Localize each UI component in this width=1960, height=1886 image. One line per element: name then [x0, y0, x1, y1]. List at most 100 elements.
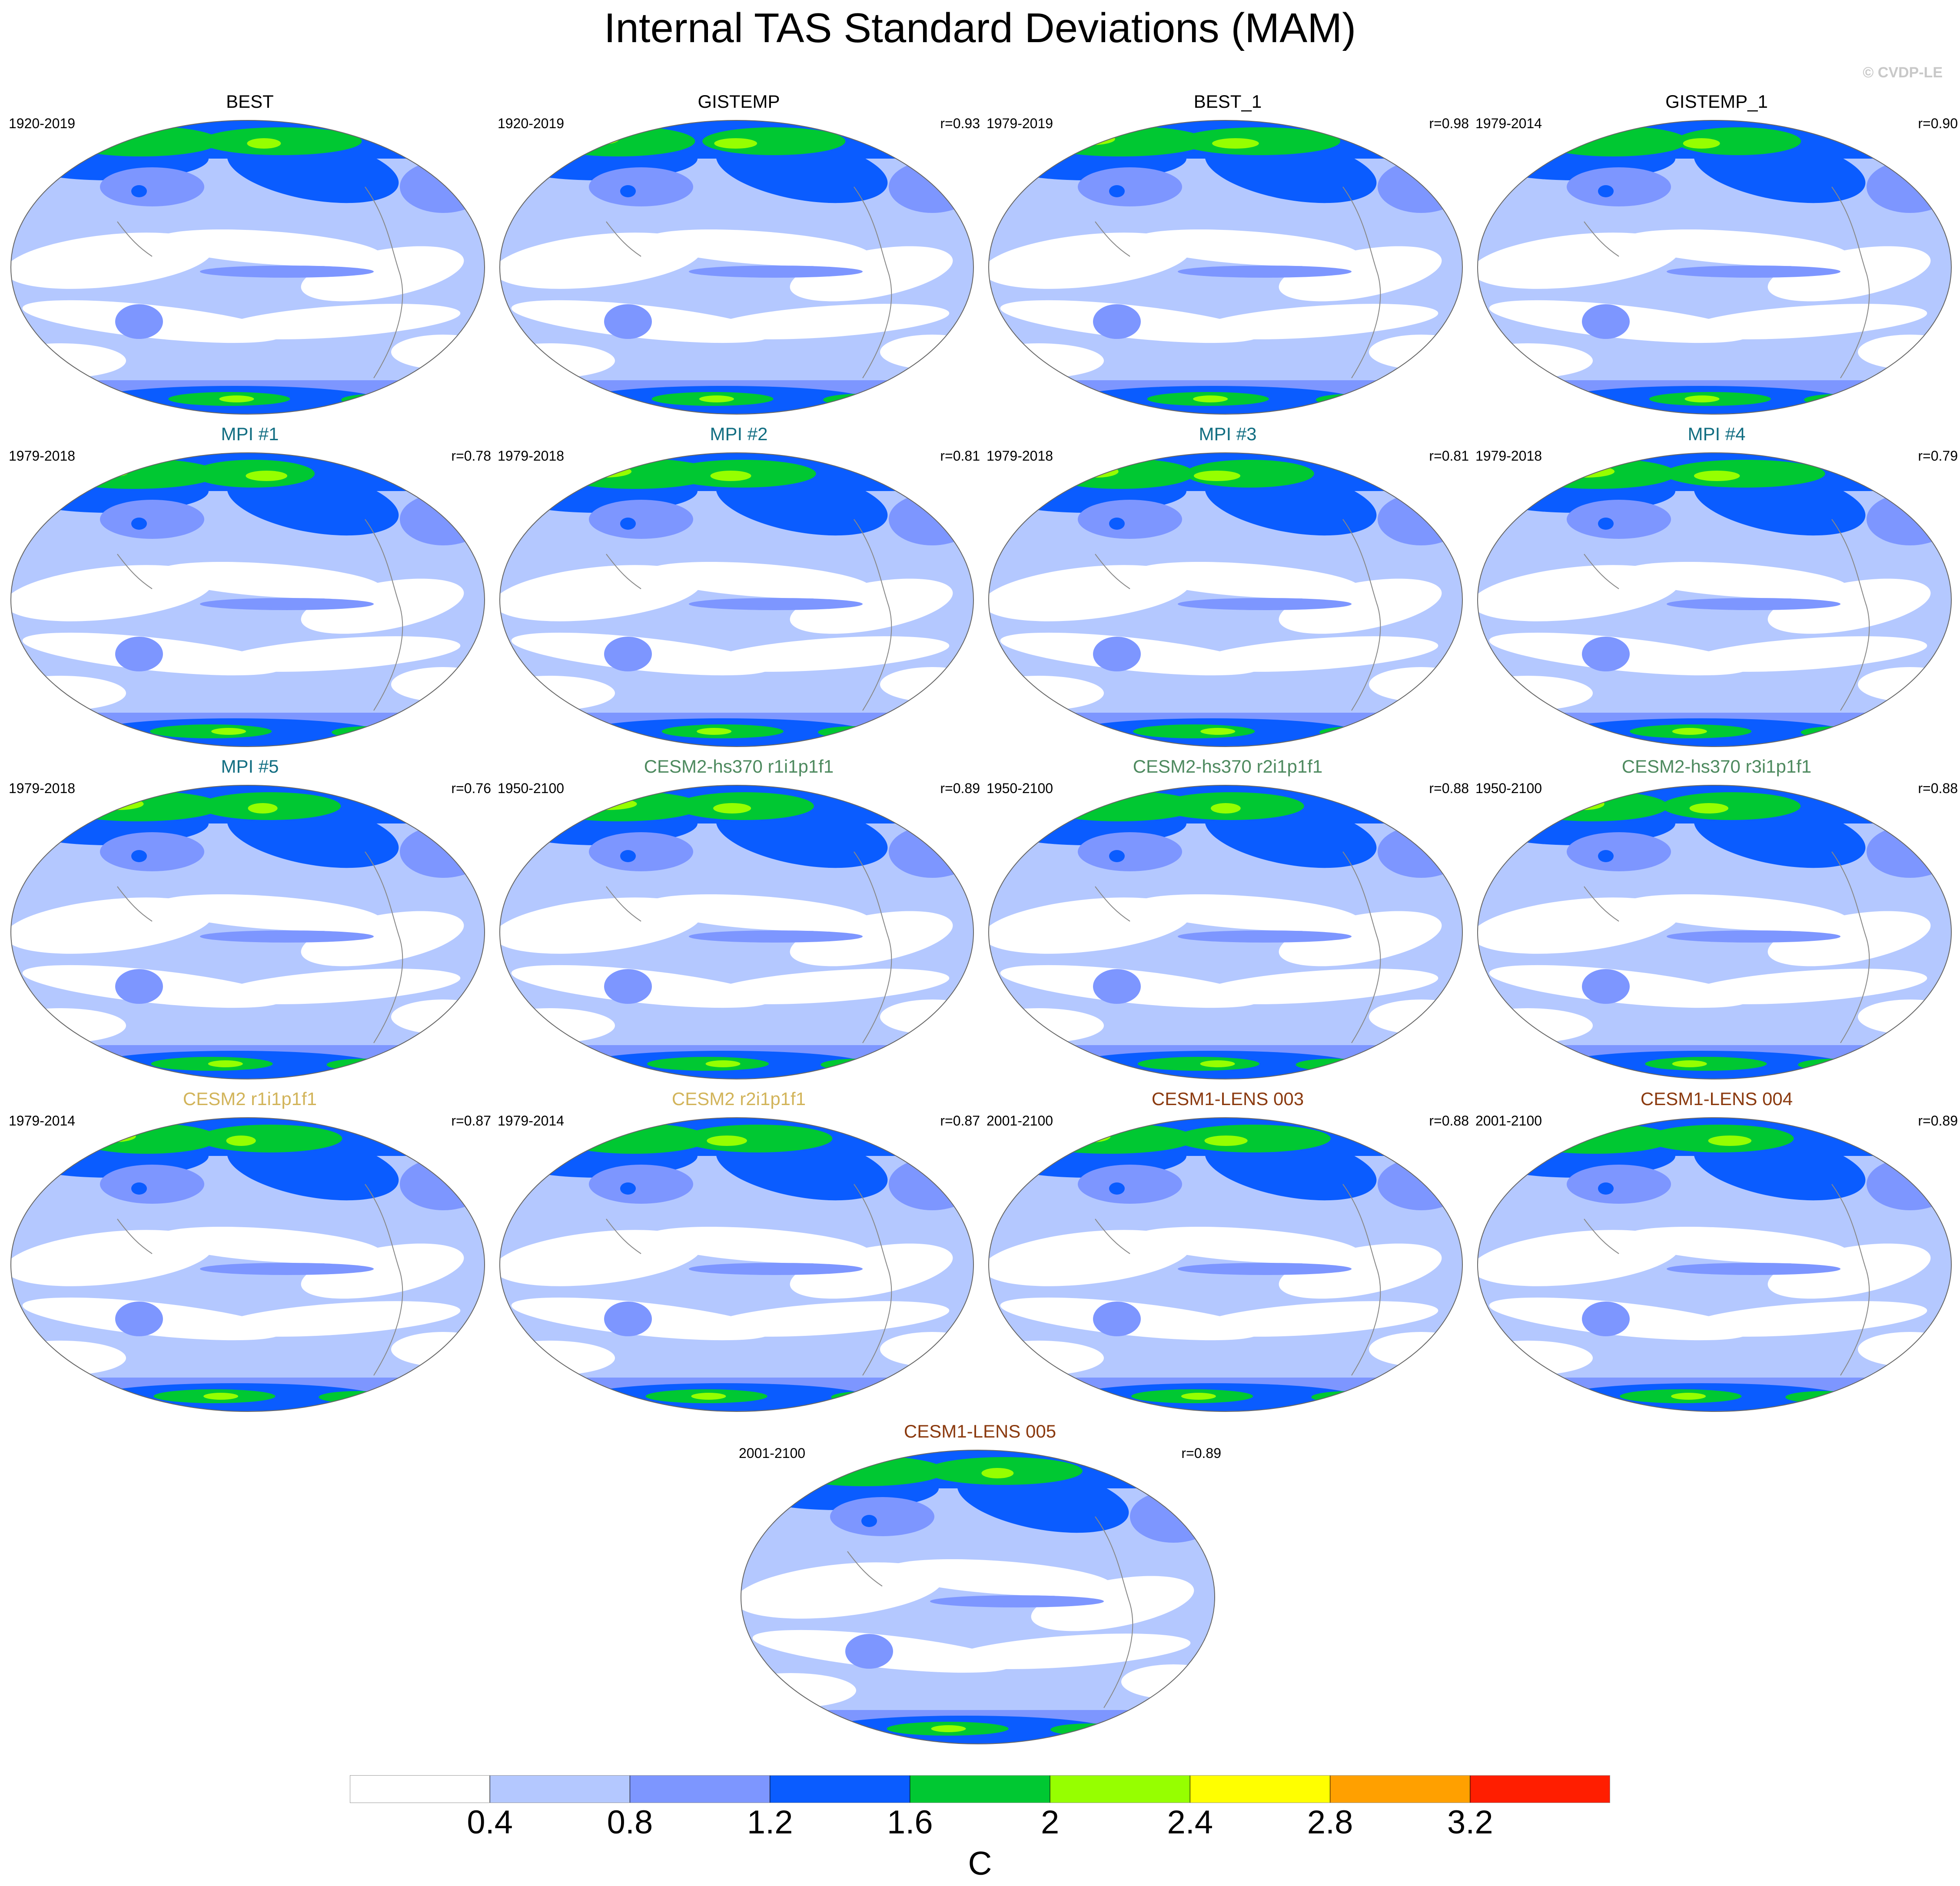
panel-title: CESM2-hs370 r3i1p1f1 — [1621, 756, 1812, 777]
panel-period: 1979-2018 — [987, 448, 1053, 464]
panel-period: 1979-2014 — [1475, 116, 1542, 131]
panel-period: 1979-2019 — [987, 116, 1053, 131]
panel-period: 1979-2018 — [1475, 448, 1542, 464]
colorbar-swatch — [1050, 1775, 1190, 1803]
panel-correlation: r=0.78 — [451, 448, 491, 464]
panel-title: CESM1-LENS 005 — [904, 1421, 1056, 1441]
panel-correlation: r=0.87 — [451, 1113, 491, 1129]
panel-title: MPI #3 — [1199, 424, 1257, 444]
colorbar-swatch — [350, 1775, 490, 1803]
colorbar-units: C — [968, 1845, 992, 1882]
panel-correlation: r=0.88 — [1918, 780, 1958, 796]
robinson-map — [10, 1117, 485, 1412]
map-panel: CESM1-LENS 003 2001-2100 r=0.88 — [987, 1089, 1469, 1419]
panel-title: BEST_1 — [1193, 91, 1262, 112]
robinson-map — [988, 452, 1463, 747]
robinson-map — [499, 120, 974, 415]
map-panel: CESM1-LENS 004 2001-2100 r=0.89 — [1475, 1089, 1958, 1419]
colorbar-swatch — [770, 1775, 910, 1803]
robinson-map — [10, 785, 485, 1079]
robinson-map — [10, 120, 485, 415]
figure-title: Internal TAS Standard Deviations (MAM) — [604, 5, 1356, 51]
map-panel: MPI #4 1979-2018 r=0.79 — [1475, 424, 1958, 754]
map-panel: MPI #3 1979-2018 r=0.81 — [987, 424, 1469, 754]
colorbar-swatch — [1189, 1775, 1331, 1803]
panel-period: 2001-2100 — [1475, 1113, 1542, 1129]
colorbar-tick-label: 1.2 — [747, 1804, 793, 1841]
panel-title: CESM2-hs370 r2i1p1f1 — [1133, 756, 1323, 777]
panel-period: 1979-2018 — [498, 448, 565, 464]
panel-correlation: r=0.81 — [1429, 448, 1469, 464]
panel-correlation: r=0.79 — [1918, 448, 1958, 464]
panel-title: CESM2-hs370 r1i1p1f1 — [644, 756, 834, 777]
copyright-label: © CVDP-LE — [1863, 64, 1943, 81]
panel-correlation: r=0.76 — [451, 780, 491, 796]
robinson-map — [1477, 785, 1952, 1079]
robinson-map — [499, 1117, 974, 1412]
map-panel: CESM1-LENS 005 2001-2100 r=0.89 — [739, 1421, 1221, 1751]
colorbar-tick-label: 1.6 — [887, 1804, 933, 1841]
map-panel: MPI #5 1979-2018 r=0.76 — [9, 756, 491, 1086]
map-panel: CESM2-hs370 r3i1p1f1 1950-2100 r=0.88 — [1475, 756, 1958, 1086]
robinson-map — [499, 785, 974, 1079]
map-panel: CESM2 r2i1p1f1 1979-2014 r=0.87 — [498, 1089, 980, 1419]
map-panel: BEST_1 1979-2019 r=0.98 — [987, 91, 1469, 422]
colorbar-tick-label: 3.2 — [1447, 1804, 1493, 1841]
panel-period: 1979-2018 — [9, 448, 76, 464]
panel-title: GISTEMP — [698, 91, 780, 112]
panel-title: CESM1-LENS 004 — [1640, 1089, 1793, 1109]
colorbar-swatch — [629, 1775, 771, 1803]
panel-title: MPI #1 — [221, 424, 279, 444]
map-panel: MPI #1 1979-2018 r=0.78 — [9, 424, 491, 754]
panel-correlation: r=0.93 — [940, 116, 980, 131]
panel-period: 1979-2014 — [9, 1113, 76, 1129]
panel-correlation: r=0.89 — [1181, 1445, 1221, 1461]
panel-title: CESM2 r2i1p1f1 — [671, 1089, 806, 1109]
robinson-map — [988, 120, 1463, 415]
panel-title: BEST — [226, 91, 274, 112]
robinson-map — [740, 1450, 1216, 1744]
robinson-map — [1477, 120, 1952, 415]
panel-correlation: r=0.87 — [940, 1113, 980, 1129]
map-panel: GISTEMP_1 1979-2014 r=0.90 — [1475, 91, 1958, 422]
robinson-map — [499, 452, 974, 747]
panel-title: MPI #4 — [1688, 424, 1746, 444]
panel-period: 2001-2100 — [987, 1113, 1053, 1129]
panel-title: CESM2 r1i1p1f1 — [183, 1089, 317, 1109]
colorbar-swatch — [1470, 1775, 1610, 1803]
panel-title: MPI #2 — [710, 424, 768, 444]
panel-period: 1979-2014 — [498, 1113, 565, 1129]
panel-period: 1950-2100 — [498, 780, 565, 796]
colorbar-tick-label: 0.8 — [607, 1804, 653, 1841]
panel-title: CESM1-LENS 003 — [1151, 1089, 1304, 1109]
panel-correlation: r=0.90 — [1918, 116, 1958, 131]
map-panel: BEST 1920-2019 — [9, 91, 491, 422]
panel-period: 1979-2018 — [9, 780, 76, 796]
colorbar-swatch — [489, 1775, 630, 1803]
colorbar-swatch — [1330, 1775, 1471, 1803]
panel-correlation: r=0.89 — [1918, 1113, 1958, 1129]
panel-title: MPI #5 — [221, 756, 279, 777]
panel-correlation: r=0.81 — [940, 448, 980, 464]
panel-correlation: r=0.88 — [1429, 1113, 1469, 1129]
colorbar-tick-label: 2 — [1040, 1804, 1060, 1841]
map-panel: MPI #2 1979-2018 r=0.81 — [498, 424, 980, 754]
colorbar-tick-label: 2.4 — [1167, 1804, 1213, 1841]
panel-correlation: r=0.88 — [1429, 780, 1469, 796]
map-panel: CESM2-hs370 r2i1p1f1 1950-2100 r=0.88 — [987, 756, 1469, 1086]
robinson-map — [1477, 1117, 1952, 1412]
robinson-map — [988, 1117, 1463, 1412]
robinson-map — [988, 785, 1463, 1079]
robinson-map — [1477, 452, 1952, 747]
colorbar-tick-label: 2.8 — [1307, 1804, 1353, 1841]
panel-correlation: r=0.89 — [940, 780, 980, 796]
panel-correlation: r=0.98 — [1429, 116, 1469, 131]
map-panel: CESM2-hs370 r1i1p1f1 1950-2100 r=0.89 — [498, 756, 980, 1086]
panel-period: 1950-2100 — [987, 780, 1053, 796]
panel-period: 2001-2100 — [739, 1445, 806, 1461]
panel-period: 1950-2100 — [1475, 780, 1542, 796]
colorbar-tick-label: 0.4 — [467, 1804, 513, 1841]
panel-period: 1920-2019 — [498, 116, 565, 131]
colorbar-swatch — [910, 1775, 1050, 1803]
colorbar — [350, 1775, 1610, 1803]
